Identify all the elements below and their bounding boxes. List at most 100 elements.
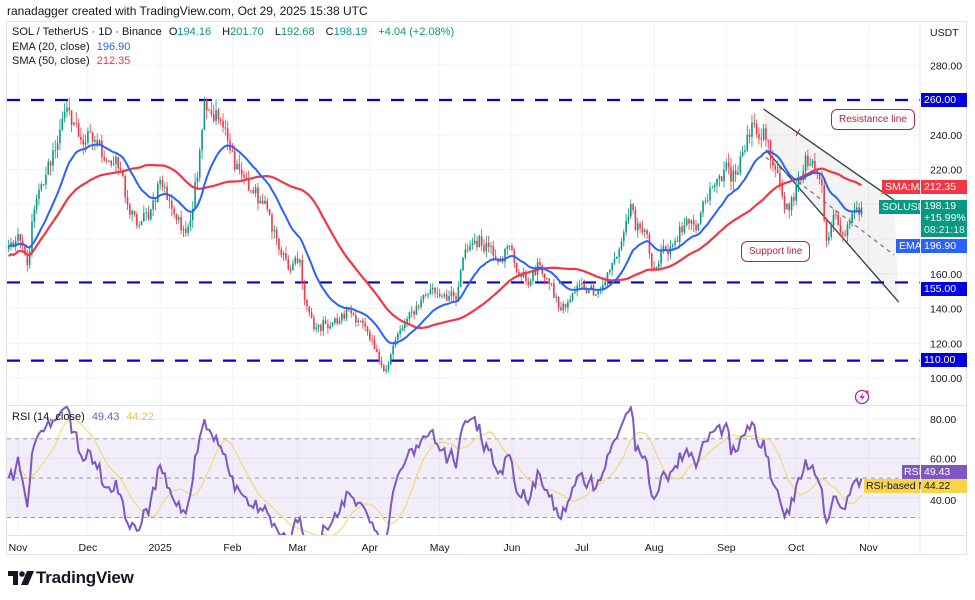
candle-body	[210, 110, 213, 115]
candle-body	[602, 285, 604, 290]
candle-body	[401, 328, 404, 331]
candle-body	[413, 311, 415, 315]
candle-body	[588, 289, 590, 293]
candle-body	[415, 305, 418, 315]
time-axis-label: May	[430, 542, 451, 554]
candle-body	[180, 217, 182, 231]
candle-body	[212, 114, 215, 121]
candle-body	[198, 150, 201, 178]
candle-body	[19, 234, 22, 241]
candle-body	[487, 242, 490, 247]
candle-body	[350, 310, 352, 314]
ema-20-line	[8, 143, 862, 345]
candle-body	[417, 305, 420, 307]
candle-body	[704, 200, 707, 202]
candle-body	[96, 139, 99, 145]
candle-body	[581, 283, 583, 285]
candle-body	[611, 263, 613, 271]
sma-legend[interactable]: SMA (50, close) 212.35	[12, 55, 134, 67]
candle-body	[306, 299, 308, 307]
candle-body	[157, 183, 159, 202]
candle-body	[289, 269, 292, 271]
ema-value: 196.90	[96, 41, 131, 53]
candle-body	[518, 272, 520, 276]
candle-body	[788, 203, 791, 211]
candle-body	[187, 226, 189, 233]
candle-body	[224, 127, 227, 129]
resistance-trendline	[763, 108, 895, 201]
candle-body	[47, 161, 50, 175]
candle-body	[849, 222, 851, 225]
horizontal-levels[interactable]	[7, 98, 920, 362]
time-axis-label: Jul	[575, 542, 588, 554]
candle-body	[755, 124, 758, 134]
candle-body	[683, 225, 686, 233]
candle-body	[112, 164, 115, 166]
candle-body	[723, 169, 725, 182]
ohlc-low: L192.68	[275, 26, 319, 38]
candle-body	[280, 249, 283, 256]
candle-body	[287, 259, 290, 270]
candle-body	[643, 230, 646, 232]
candle-body	[616, 256, 618, 259]
support-trendline	[765, 149, 900, 303]
candle-body	[434, 287, 436, 294]
candle-body	[455, 296, 457, 300]
candle-body	[795, 185, 798, 201]
candle-body	[189, 219, 192, 227]
candle-body	[154, 200, 157, 202]
candle-body	[529, 280, 532, 286]
candle-body	[478, 236, 481, 248]
tradingview-logo: TradingView	[36, 568, 134, 587]
candle-body	[499, 259, 502, 262]
price-axis-label: 140.00	[930, 304, 962, 316]
candle-body	[285, 253, 287, 260]
level-260-tag: 260.00	[921, 93, 967, 107]
candle-body	[143, 213, 145, 222]
sma-tag-value: 212.35	[921, 180, 967, 194]
candle-body	[247, 178, 250, 190]
moving-averages	[7, 143, 862, 345]
candle-body	[734, 170, 737, 175]
candle-body	[387, 364, 390, 370]
symbol-legend[interactable]: SOL / TetherUS · 1D · Binance O194.16 H2…	[12, 26, 458, 38]
candle-body	[56, 143, 59, 151]
candle-body	[390, 354, 392, 365]
candle-body	[345, 309, 348, 319]
candle-body	[762, 128, 765, 140]
candle-body	[240, 169, 243, 175]
candle-body	[532, 271, 534, 281]
candle-body	[504, 248, 506, 262]
resistance-line-callout[interactable]: Resistance line	[831, 109, 915, 130]
ema-legend[interactable]: EMA (20, close) 196.90	[12, 41, 134, 53]
candle-body	[769, 141, 772, 160]
price-unit-label: USDT	[930, 27, 959, 39]
candle-body	[399, 330, 401, 334]
price-axis-label: 160.00	[930, 269, 962, 281]
rsi-axis-label: 80.00	[930, 414, 956, 426]
candle-body	[150, 209, 152, 220]
candle-body	[77, 123, 80, 137]
descending-channel[interactable]	[763, 108, 900, 303]
candle-body	[184, 228, 187, 233]
change-value: +4.04 (+2.08%)	[378, 26, 455, 38]
candle-body	[385, 369, 387, 371]
ohlc-close: C198.19	[326, 26, 372, 38]
candle-body	[597, 289, 599, 295]
candle-body	[606, 272, 609, 282]
level-155-tag: 155.00	[921, 282, 967, 296]
candle-body	[203, 100, 206, 130]
lightning-icon[interactable]	[854, 389, 870, 405]
candle-body	[40, 184, 43, 190]
time-axis-label: Feb	[223, 542, 241, 554]
candle-body	[543, 273, 546, 279]
rsi-legend[interactable]: RSI (14, close) 49.43 44.22	[12, 411, 158, 423]
support-line-callout[interactable]: Support line	[741, 241, 811, 262]
candle-body	[515, 262, 518, 273]
candle-body	[646, 230, 648, 235]
candle-body	[809, 164, 811, 166]
candle-body	[783, 195, 786, 210]
candle-body	[126, 197, 129, 205]
candle-body	[776, 169, 779, 173]
